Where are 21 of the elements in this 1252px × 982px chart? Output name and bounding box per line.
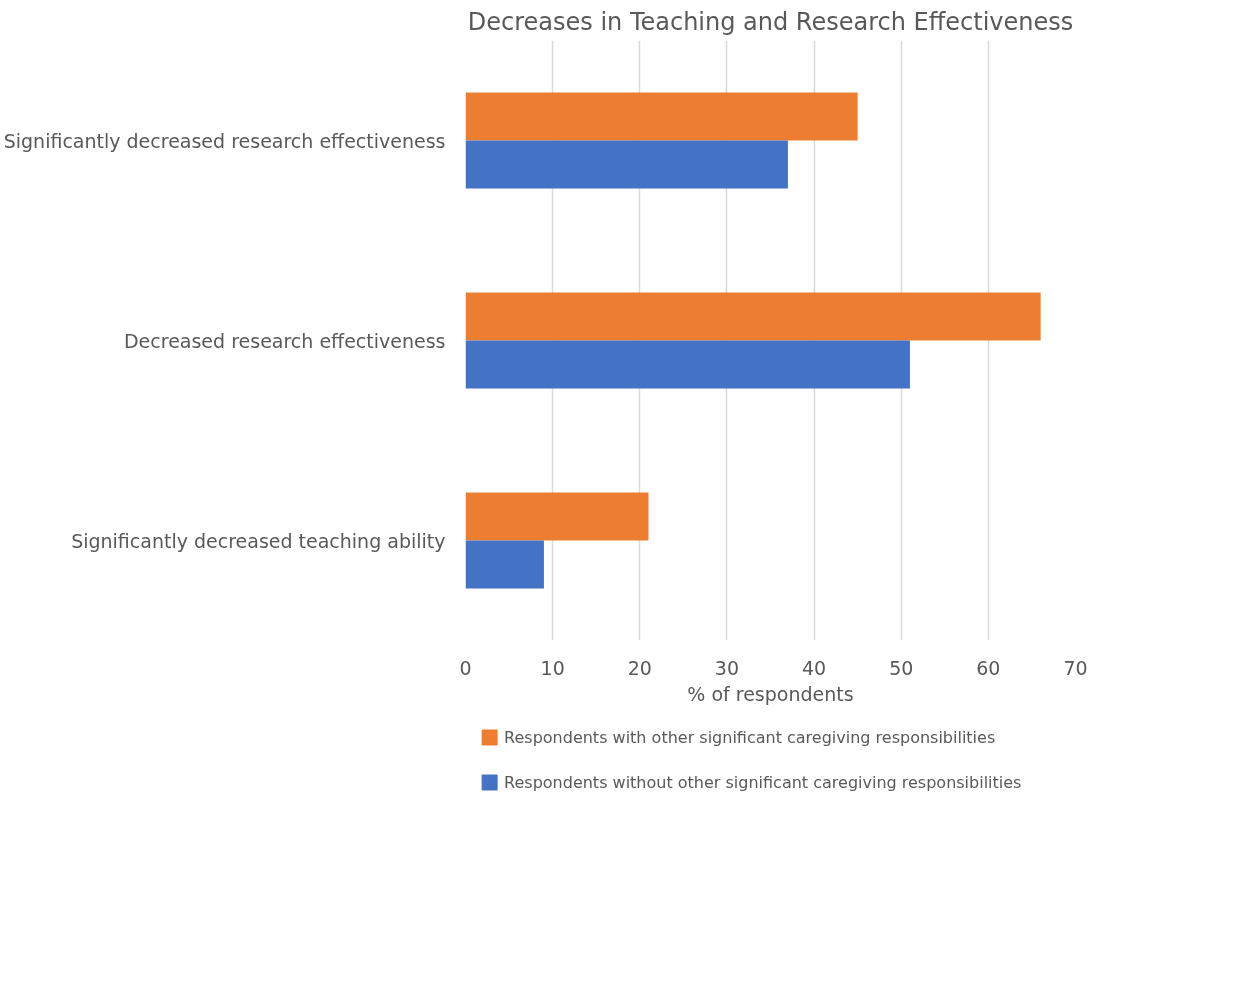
bar	[465, 540, 544, 589]
x-tick-label: 0	[459, 656, 472, 679]
x-tick-label: 60	[976, 656, 1001, 679]
y-tick-label: Significantly decreased research effectiveness	[3, 129, 446, 152]
bar	[465, 492, 649, 541]
chart-title: Decreases in Teaching and Research Effectiveness	[467, 7, 1074, 36]
x-axis-title: % of respondents	[687, 682, 854, 705]
x-tick-label: 30	[714, 656, 740, 679]
x-tick-label: 40	[801, 656, 827, 679]
x-tick-label: 10	[540, 656, 565, 679]
bar	[465, 340, 910, 389]
bar	[465, 140, 788, 189]
bar	[465, 92, 858, 141]
x-tick-label: 70	[1063, 656, 1088, 679]
bar	[465, 292, 1041, 341]
x-tick-label: 50	[889, 656, 914, 679]
y-tick-label: Decreased research effectiveness	[123, 329, 446, 352]
legend-label: Respondents with other significant caregiving responsibilities	[504, 728, 996, 747]
y-tick-label: Significantly decreased teaching ability	[71, 529, 446, 552]
x-tick-label: 20	[627, 656, 652, 679]
legend-label: Respondents without other significant caregiving responsibilities	[504, 773, 1022, 792]
